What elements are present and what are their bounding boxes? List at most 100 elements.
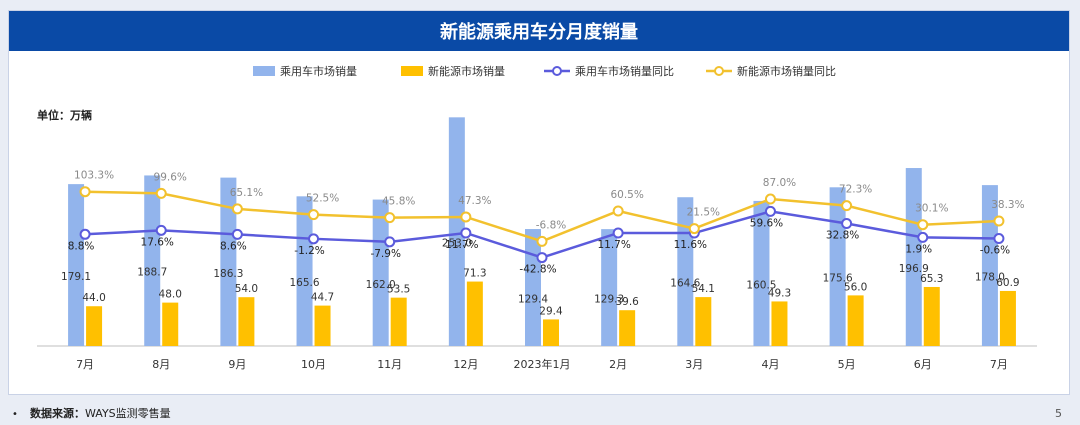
passenger-bar-6 — [525, 229, 541, 346]
passenger-yoy-point-5 — [460, 227, 472, 239]
passenger-bar-4 — [372, 199, 389, 346]
legend-label-1: 新能源市场销量 — [428, 64, 505, 78]
page-number: 5 — [1055, 407, 1062, 420]
passenger-yoy-label-12: -0.6% — [980, 245, 1010, 257]
passenger-yoy-label-11: 1.9% — [905, 243, 932, 255]
nev-bar-5 — [466, 281, 483, 346]
x-tick-label-8: 3月 — [685, 358, 703, 371]
passenger-bar-7 — [601, 229, 618, 346]
footer-source-label: 数据来源： — [30, 407, 85, 420]
nev-bar-label-5: 71.3 — [463, 268, 486, 280]
passenger-bar-8 — [677, 197, 694, 346]
nev-yoy-label-8: 21.5% — [687, 207, 720, 219]
chart-card: 新能源乘用车分月度销量 单位：万辆 乘用车市场销量 新能源市场销量 乘用车市场销量同… — [8, 10, 1070, 395]
nev-bar-8 — [695, 297, 712, 346]
nev-yoy-point-11 — [917, 219, 929, 231]
nev-bar-label-10: 56.0 — [844, 281, 867, 293]
x-tick-label-4: 11月 — [377, 358, 402, 371]
x-tick-label-10: 5月 — [838, 358, 856, 371]
x-tick-label-7: 2月 — [609, 358, 627, 371]
nev-bar-label-7: 39.6 — [615, 296, 639, 308]
nev-bar-label-9: 49.3 — [768, 287, 791, 299]
x-tick-label-0: 7月 — [76, 358, 94, 371]
nev-bar-2 — [238, 297, 255, 346]
nev-yoy-label-10: 72.3% — [839, 184, 872, 196]
x-tick-label-11: 6月 — [914, 358, 932, 371]
x-tick-label-2: 9月 — [228, 358, 246, 371]
passenger-bar-label-6: 129.4 — [518, 294, 548, 306]
nev-bar-12 — [999, 290, 1016, 346]
passenger-yoy-label-10: 32.8% — [826, 229, 859, 241]
legend-label-2: 乘用车市场销量同比 — [575, 64, 674, 78]
nev-bar-11 — [923, 286, 940, 346]
passenger-yoy-label-7: 11.7% — [597, 239, 630, 251]
x-tick-label-5: 12月 — [453, 358, 478, 371]
nev-yoy-label-7: 60.5% — [610, 189, 643, 201]
passenger-yoy-point-7 — [612, 227, 624, 239]
passenger-bar-label-9: 160.5 — [746, 279, 776, 291]
nev-yoy-point-6 — [536, 235, 548, 247]
nev-yoy-point-1 — [155, 187, 167, 199]
nev-bar-9 — [771, 301, 788, 346]
nev-bar-4 — [390, 297, 407, 346]
passenger-bar-label-10: 175.6 — [823, 273, 853, 285]
unit-label: 单位：万辆 — [37, 109, 92, 122]
nev-bar-label-1: 48.0 — [159, 289, 182, 301]
passenger-yoy-point-11 — [917, 231, 929, 243]
passenger-yoy-label-6: -42.8% — [519, 264, 556, 276]
passenger-bar-label-3: 165.6 — [290, 277, 320, 289]
nev-bar-label-8: 54.1 — [692, 283, 715, 295]
passenger-bar-label-11: 196.9 — [899, 263, 929, 275]
legend-label-3: 新能源市场销量同比 — [737, 64, 836, 78]
nev-bar-label-11: 65.3 — [920, 273, 943, 285]
passenger-bar-11 — [905, 168, 922, 346]
nev-yoy-label-1: 99.6% — [154, 171, 187, 183]
nev-bar-label-12: 60.9 — [996, 277, 1019, 289]
passenger-yoy-label-8: 11.6% — [674, 239, 707, 251]
nev-yoy-point-2 — [231, 203, 243, 215]
x-tick-label-12: 7月 — [990, 358, 1008, 371]
passenger-yoy-label-3: -1.2% — [294, 245, 324, 257]
passenger-yoy-point-1 — [155, 224, 167, 236]
passenger-yoy-point-0 — [79, 228, 91, 240]
nev-bar-label-2: 54.0 — [235, 283, 258, 295]
nev-yoy-label-2: 65.1% — [230, 187, 263, 199]
footer-bullet: • — [12, 409, 18, 420]
passenger-yoy-label-9: 59.6% — [750, 217, 783, 229]
x-tick-label-3: 10月 — [301, 358, 326, 371]
nev-yoy-label-9: 87.0% — [763, 177, 796, 189]
legend-marker-2 — [552, 66, 562, 76]
nev-yoy-label-11: 30.1% — [915, 203, 948, 215]
nev-yoy-point-9 — [764, 193, 776, 205]
legend-swatch-1 — [401, 66, 423, 76]
nev-bar-10 — [847, 295, 864, 346]
nev-bar-3 — [314, 305, 331, 346]
passenger-bar-1 — [144, 175, 161, 346]
passenger-yoy-point-10 — [841, 217, 853, 229]
nev-yoy-point-8 — [688, 223, 700, 235]
footer-source-name: WAYS监测零售量 — [85, 407, 171, 420]
nev-bar-6 — [543, 319, 559, 346]
passenger-bar-2 — [220, 177, 237, 346]
legend-label-0: 乘用车市场销量 — [280, 64, 357, 78]
passenger-yoy-point-2 — [231, 228, 243, 240]
legend-swatch-0 — [253, 66, 275, 76]
chart-title: 新能源乘用车分月度销量 — [9, 11, 1069, 51]
nev-bar-label-0: 44.0 — [82, 292, 105, 304]
passenger-bar-9 — [753, 200, 770, 346]
nev-bar-label-3: 44.7 — [311, 292, 334, 304]
passenger-bar-label-8: 164.6 — [670, 278, 700, 290]
passenger-bar-label-7: 129.3 — [594, 294, 624, 306]
passenger-yoy-label-2: 8.6% — [220, 240, 247, 252]
passenger-yoy-point-12 — [993, 233, 1005, 245]
nev-bar-label-6: 29.4 — [539, 305, 563, 317]
nev-bar-label-4: 53.5 — [387, 284, 410, 296]
nev-yoy-label-3: 52.5% — [306, 193, 339, 205]
passenger-bar-3 — [296, 196, 313, 346]
nev-yoy-point-12 — [993, 215, 1005, 227]
passenger-bar-label-12: 178.0 — [975, 272, 1005, 284]
nev-yoy-point-3 — [308, 209, 320, 221]
passenger-yoy-label-5: 11.7% — [445, 239, 478, 251]
chart-svg: 乘用车市场销量 新能源市场销量 乘用车市场销量同比 新能源市场销量同比 179.1 188… — [37, 64, 1037, 371]
passenger-yoy-label-4: -7.9% — [370, 248, 400, 260]
